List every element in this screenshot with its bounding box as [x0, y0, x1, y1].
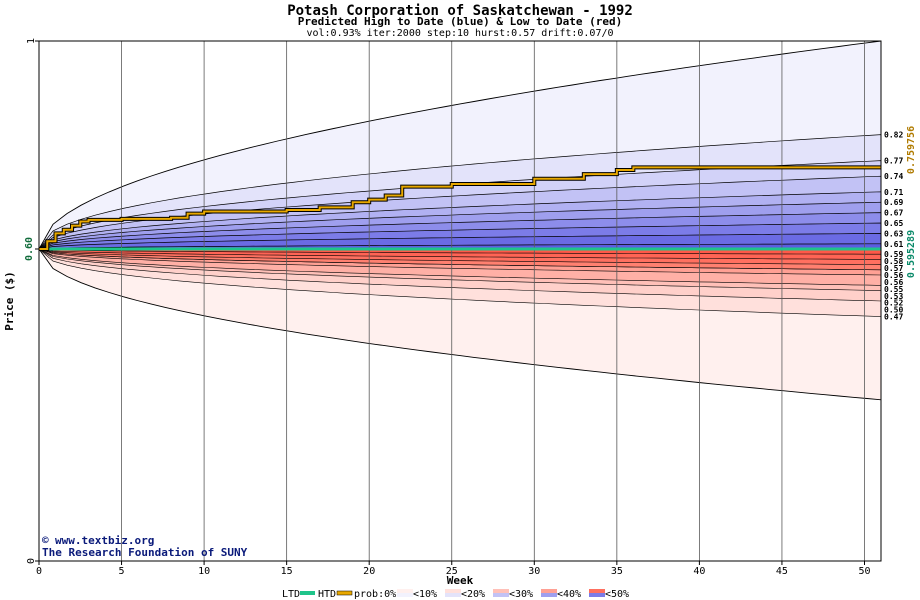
legend-swatch-red — [397, 589, 413, 593]
legend-swatch-red — [541, 589, 557, 593]
legend-item-label: <30% — [509, 589, 533, 600]
right-value-low: 0.595289 — [906, 230, 917, 278]
right-value-high: 0.759756 — [906, 126, 917, 174]
high-band-label-3: 0.71 — [884, 188, 903, 197]
high-band-label-5: 0.67 — [884, 209, 903, 218]
legend-swatch-red — [493, 589, 509, 593]
credit-url: www.textbiz.org — [55, 534, 154, 547]
high-band-label-2: 0.74 — [884, 172, 903, 181]
legend-swatch-blue — [445, 593, 461, 597]
high-band-label-8: 0.61 — [884, 240, 903, 249]
x-tick-label: 25 — [446, 566, 458, 577]
low-band-label-0: 0.59 — [884, 250, 903, 259]
y-tick-label: 0 — [26, 558, 37, 564]
y-axis-label: Price ($) — [3, 271, 16, 331]
chart-params: vol:0.93% iter:2000 step:10 hurst:0.57 d… — [306, 28, 613, 39]
low-band-label-8: 0.50 — [884, 306, 903, 315]
legend-prob-label: prob:0% — [354, 589, 396, 600]
high-band-label-6: 0.65 — [884, 219, 903, 228]
legend-swatch-blue — [493, 593, 509, 597]
chart-title: Potash Corporation of Saskatchewan - 199… — [287, 3, 633, 19]
low-band-label-5: 0.55 — [884, 285, 903, 294]
x-tick-label: 35 — [611, 566, 623, 577]
high-band-label-7: 0.63 — [884, 229, 903, 238]
legend-ltd-swatch — [300, 591, 315, 595]
legend-swatch-blue — [397, 593, 413, 597]
legend-htd-swatch — [336, 590, 353, 596]
legend-item-label: <20% — [461, 589, 485, 600]
legend-ltd-label: LTD — [282, 589, 300, 600]
legend-swatch-red — [445, 589, 461, 593]
legend-htd-label: HTD — [318, 589, 336, 600]
legend-swatch-blue — [541, 593, 557, 597]
credit-symbol: © — [42, 534, 49, 547]
legend-item-label: <40% — [557, 589, 581, 600]
chart-subtitle: Predicted High to Date (blue) & Low to D… — [298, 15, 623, 28]
x-tick-label: 45 — [776, 566, 788, 577]
y-tick-label: 1 — [26, 38, 37, 44]
low-band-label-6: 0.53 — [884, 292, 903, 301]
x-tick-label: 20 — [363, 566, 375, 577]
htd-line — [39, 166, 881, 250]
low-band-label-9: 0.47 — [884, 313, 903, 322]
legend-swatch-blue — [589, 593, 605, 597]
x-tick-label: 30 — [528, 566, 540, 577]
x-tick-label: 5 — [119, 566, 125, 577]
low-band-label-4: 0.56 — [884, 278, 903, 287]
legend-item-label: <50% — [605, 589, 629, 600]
x-tick-label: 50 — [858, 566, 870, 577]
start-price-label: 0.60 — [24, 237, 35, 261]
legend-swatch-red — [589, 589, 605, 593]
legend-item-label: <10% — [413, 589, 437, 600]
legend: LTD HTD prob:0% <10% <20% <30% <40% <50% — [282, 589, 629, 600]
x-tick-label: 15 — [281, 566, 293, 577]
high-band-label-0: 0.82 — [884, 131, 903, 140]
x-axis-label: Week — [447, 574, 474, 587]
x-tick-label: 10 — [198, 566, 210, 577]
low-band-label-7: 0.52 — [884, 299, 903, 308]
x-tick-label: 40 — [693, 566, 705, 577]
credit-org: The Research Foundation of SUNY — [42, 546, 248, 559]
high-band-label-1: 0.77 — [884, 157, 903, 166]
low-band-label-3: 0.56 — [884, 271, 903, 280]
x-tick-label: 0 — [36, 566, 42, 577]
high-band-label-4: 0.69 — [884, 198, 903, 207]
low-band-label-1: 0.58 — [884, 257, 903, 266]
low-band-label-2: 0.57 — [884, 264, 903, 273]
plot-frame — [38, 40, 882, 562]
